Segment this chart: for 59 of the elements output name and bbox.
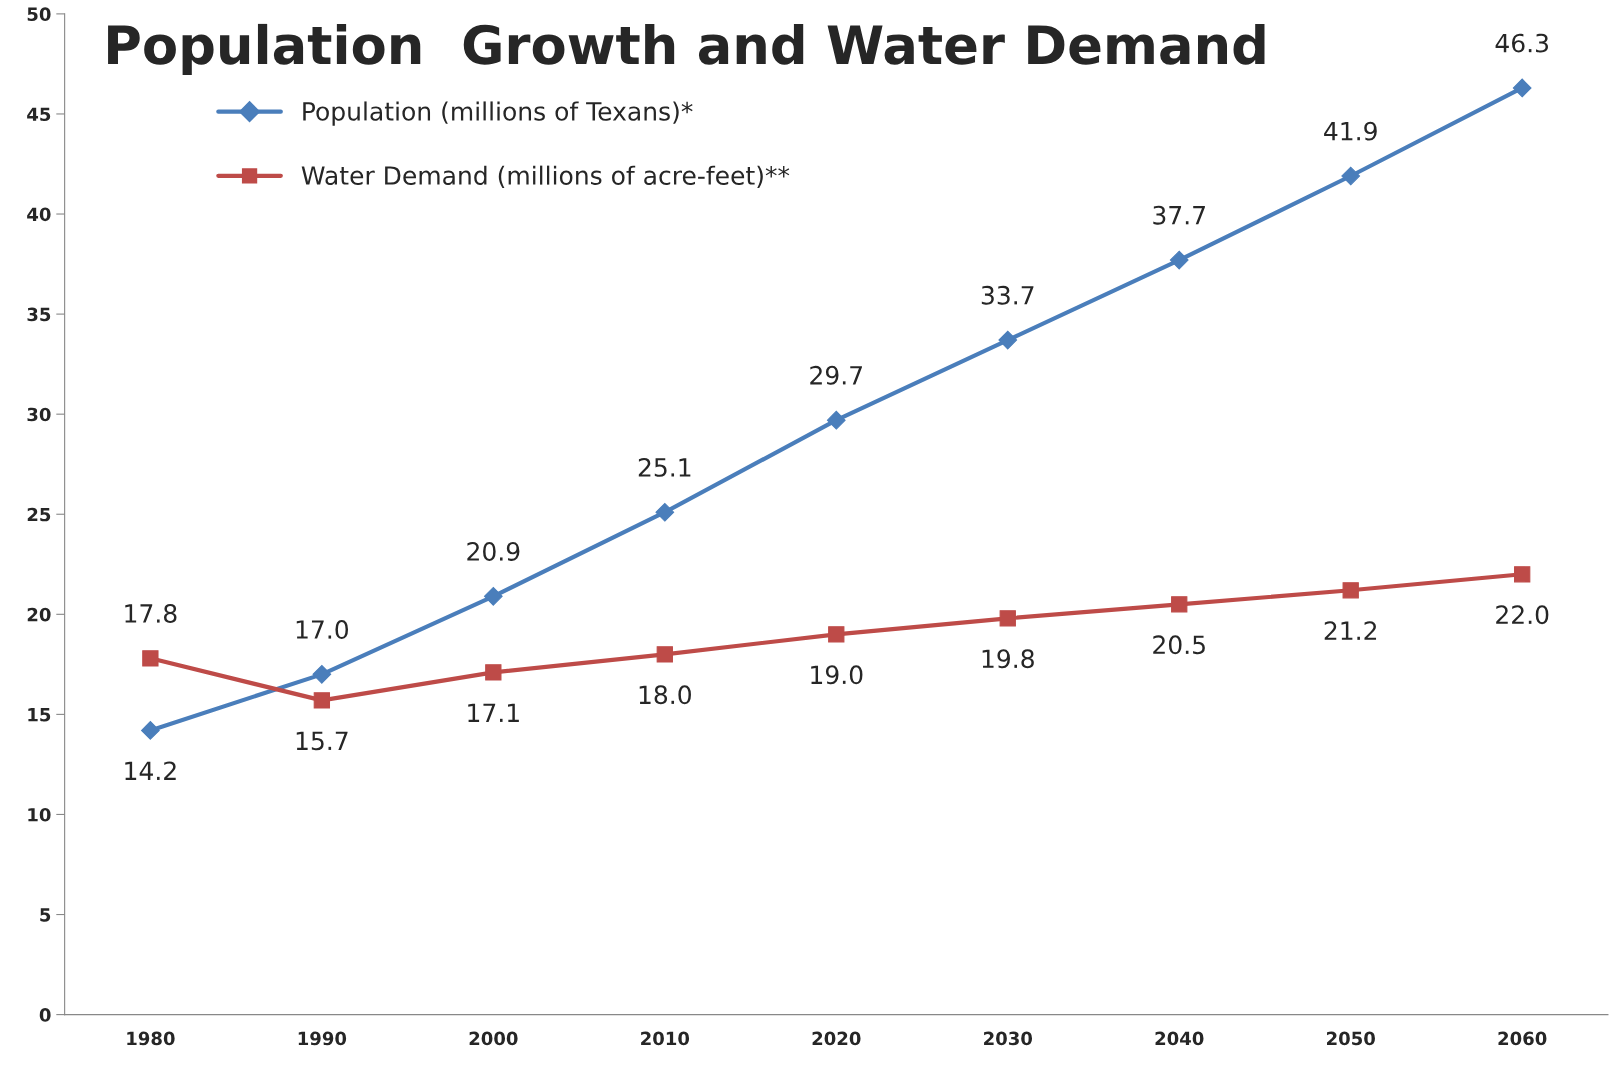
x-tick-label: 2030 (984, 1031, 1033, 1046)
x-tick-label: 2040 (1155, 1031, 1204, 1046)
x-tick-label: 1980 (127, 1031, 175, 1046)
point (141, 721, 160, 740)
y-tick-label: 50 (27, 7, 51, 21)
data-label: 20.9 (467, 541, 520, 561)
point (999, 610, 1016, 627)
y-tick-label: 40 (27, 207, 51, 222)
data-label: 41.9 (1324, 121, 1377, 141)
point (828, 626, 845, 643)
point (1514, 566, 1531, 583)
point (656, 646, 673, 663)
point (1341, 166, 1361, 186)
y-tick-label: 35 (27, 307, 51, 322)
y-tick-label: 15 (28, 708, 51, 722)
x-tick-label: 2020 (812, 1031, 861, 1046)
data-label: 46.3 (1495, 33, 1549, 53)
data-label: 18.0 (639, 685, 691, 705)
data-label: 15.7 (296, 731, 348, 751)
data-label: 22.0 (1496, 605, 1549, 625)
point (312, 665, 332, 684)
y-tick-label: 0 (39, 1008, 51, 1022)
x-tick-label: 1990 (298, 1031, 347, 1046)
chart-title: Population Growth and Water Demand (108, 23, 1265, 75)
legend-label: Water Demand (millions of acre-feet)** (301, 165, 790, 188)
point (142, 650, 159, 667)
point (655, 502, 675, 522)
point (1512, 78, 1532, 98)
legend-label: Population (millions of Texans)* (303, 101, 693, 126)
y-tick-label: 25 (27, 507, 51, 522)
data-label: 17.0 (296, 620, 349, 639)
data-label: 29.7 (810, 365, 862, 385)
data-label: 33.7 (981, 285, 1034, 305)
data-label: 21.2 (1324, 621, 1377, 640)
y-tick-label: 10 (28, 807, 51, 822)
point (1169, 250, 1189, 270)
x-tick-label: 2060 (1498, 1031, 1547, 1046)
x-tick-label: 2050 (1327, 1031, 1375, 1046)
y-tick-label: 45 (27, 107, 51, 122)
y-tick-label: 5 (40, 908, 51, 922)
y-tick-label: 20 (27, 607, 51, 622)
point (998, 330, 1018, 350)
data-label: 14.2 (125, 761, 176, 780)
data-label: 19.0 (811, 665, 863, 685)
x-tick-label: 2010 (641, 1031, 690, 1046)
data-label: 17.8 (125, 604, 177, 623)
data-label: 19.8 (982, 649, 1034, 669)
point (485, 664, 502, 681)
point (1342, 582, 1359, 599)
point (313, 692, 331, 709)
x-tick-label: 2000 (469, 1031, 518, 1046)
data-label: 25.1 (638, 457, 691, 477)
data-label: 37.7 (1153, 205, 1205, 225)
point (1171, 596, 1188, 613)
point (826, 410, 846, 430)
data-label: 20.5 (1153, 635, 1205, 655)
point (483, 586, 503, 606)
data-label: 17.1 (468, 703, 519, 722)
y-tick-label: 30 (27, 407, 51, 422)
